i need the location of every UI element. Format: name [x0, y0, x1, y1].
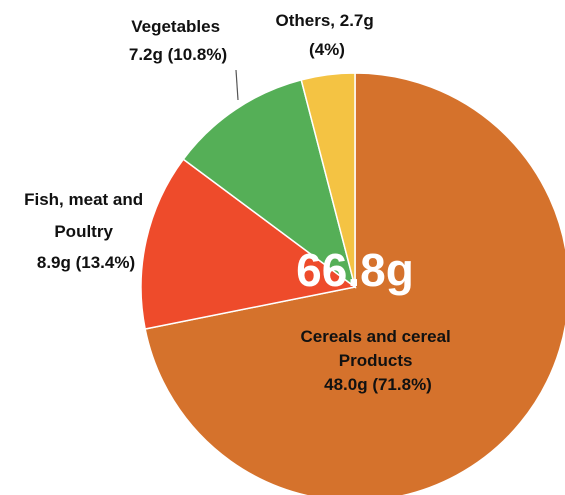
- vegetables-leader-line: [235, 69, 239, 101]
- pie-slice-vegetables: [182, 78, 357, 289]
- pie-slice-others: [300, 72, 356, 288]
- label-others: Others, 2.7g (4%): [276, 11, 379, 59]
- label-vegetables-line-2: 7.2g (10.8%): [129, 45, 227, 64]
- label-others-line-1: Others, 2.7g: [276, 11, 374, 30]
- label-cereals-line-3: 48.0g (71.8%): [324, 375, 432, 394]
- label-cereals: Cereals and cereal Products 48.0g (71.8%…: [301, 327, 456, 394]
- pie-slice-fish-meat-and-poultry: [140, 158, 357, 330]
- label-fish-line-3: 8.9g (13.4%): [37, 253, 135, 272]
- label-fish-line-1: Fish, meat and: [24, 190, 143, 209]
- label-cereals-line-2: Products: [339, 351, 413, 370]
- label-fish-meat-poultry: Fish, meat and Poultry 8.9g (13.4%): [24, 190, 148, 272]
- label-vegetables: Vegetables 7.2g (10.8%): [129, 17, 227, 64]
- pie-slices: [140, 72, 565, 495]
- label-cereals-line-1: Cereals and cereal: [301, 327, 451, 346]
- pie-total-label: 66.8g: [296, 244, 414, 296]
- label-fish-line-2: Poultry: [54, 222, 113, 241]
- label-vegetables-line-1: Vegetables: [131, 17, 220, 36]
- label-others-line-2: (4%): [309, 40, 345, 59]
